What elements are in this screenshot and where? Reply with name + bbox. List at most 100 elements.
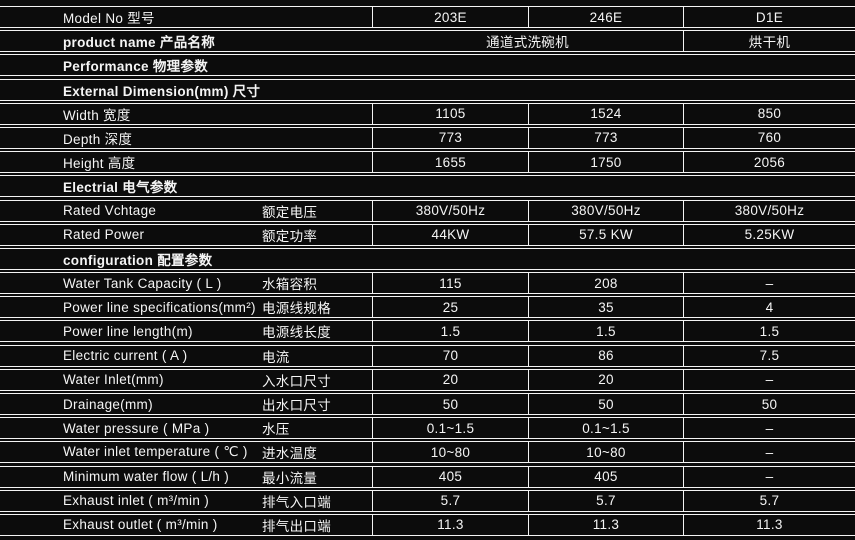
row-label-zh: 最小流量 [262,470,318,486]
spec-value-cell: – [683,273,855,294]
spec-value-cell: 1524 [528,103,683,124]
row-label-zh: 排气入口端 [262,494,331,510]
section-header-electrical: Electrial 电气参数 [0,175,855,198]
table-row-exhaust-inlet: Exhaust inlet ( m³/min ) 排气入口端 5.7 5.7 5… [0,489,855,512]
spec-value-cell: 208 [528,273,683,294]
spec-value-cell: 44KW [372,224,528,245]
table-row-model: Model No 型号 203E 246E D1E [0,6,855,28]
spec-value-cell: 11.3 [683,514,855,535]
row-label-en: Exhaust inlet ( m³/min ) [63,493,209,509]
spec-value-cell: 115 [372,273,528,294]
spec-value-cell: 760 [683,127,855,148]
row-label-group: Exhaust inlet ( m³/min ) 排气入口端 [0,491,372,511]
spec-value-cell: 10~80 [528,442,683,463]
row-label: Width 宽度 [63,107,131,123]
spec-value-cell: 850 [683,103,855,124]
spec-value-cell: 5.7 [683,490,855,511]
product-name-dishwasher: 通道式洗碗机 [486,35,569,51]
spec-value-cell: 5.25KW [683,224,855,245]
row-label-group: Water Tank Capacity ( L ) 水箱容积 [0,273,372,293]
row-label-en: Water Inlet(mm) [63,372,164,388]
model-value-203e: 203E [372,7,528,27]
model-value-d1e: D1E [683,7,855,27]
spec-value-cell: 10~80 [372,442,528,463]
model-value-246e: 246E [528,7,683,27]
row-label-en: Water Tank Capacity ( L ) [63,275,222,291]
spec-value-cell: 11.3 [372,514,528,535]
table-row-drainage: Drainage(mm) 出水口尺寸 50 50 50 [0,393,855,415]
table-row-water-pressure: Water pressure ( MPa ) 水压 0.1~1.5 0.1~1.… [0,417,855,440]
spec-value-cell: 25 [372,297,528,318]
spec-value-cell: 0.1~1.5 [372,418,528,439]
row-label-group: Power line specifications(mm²) 电源线规格 [0,297,372,317]
spec-value-cell: 50 [372,394,528,414]
row-label-en: Rated Power [63,227,145,243]
section-header-label: Performance 物理参数 [63,59,209,75]
spec-value-cell: 405 [372,466,528,487]
row-label-zh: 排气出口端 [262,518,331,534]
row-label-en: Power line length(m) [63,323,193,339]
row-label-zh: 水压 [262,422,290,438]
table-row-product-name: product name 产品名称 通道式洗碗机 烘干机 [0,30,855,53]
row-label-group: Electric current ( A ) 电流 [0,346,372,366]
spec-value-cell: 86 [528,345,683,366]
table-row-width: Width 宽度 1105 1524 850 [0,102,855,125]
spec-value-cell: 4 [683,297,855,318]
spec-value-cell: 50 [528,394,683,414]
spec-value-cell: – [683,369,855,390]
row-label-en: Water pressure ( MPa ) [63,420,210,436]
spec-value-cell: 773 [372,127,528,148]
row-label-en: Minimum water flow ( L/h ) [63,469,230,485]
table-row-exhaust-outlet: Exhaust outlet ( m³/min ) 排气出口端 11.3 11.… [0,513,855,536]
row-label-group: Minimum water flow ( L/h ) 最小流量 [0,467,372,487]
section-header-external-dimension: External Dimension(mm) 尺寸 [0,78,855,101]
table-row-power-line-specifications: Power line specifications(mm²) 电源线规格 25 … [0,296,855,319]
table-row-rated-voltage: Rated Vchtage 额定电压 380V/50Hz 380V/50Hz 3… [0,199,855,222]
spec-value-cell: 1655 [372,152,528,173]
row-label-zh: 水箱容积 [262,277,318,293]
spec-value-cell: 2056 [683,152,855,173]
table-row-power-line-length: Power line length(m) 电源线长度 1.5 1.5 1.5 [0,320,855,343]
spec-value-cell: 1.5 [683,321,855,342]
spec-value-cell: 20 [372,369,528,390]
row-label-zh: 入水口尺寸 [262,373,331,389]
table-row-water-inlet: Water Inlet(mm) 入水口尺寸 20 20 – [0,368,855,391]
row-label-zh: 电源线长度 [262,325,331,341]
table-row-rated-power: Rated Power 额定功率 44KW 57.5 KW 5.25KW [0,223,855,246]
table-row-depth: Depth 深度 773 773 760 [0,126,855,149]
row-label-en: Electric current ( A ) [63,348,188,364]
row-label-group: Exhaust outlet ( m³/min ) 排气出口端 [0,515,372,535]
spec-value-cell: 50 [683,394,855,414]
model-no-label: Model No 型号 [63,11,155,26]
spec-value-cell: 773 [528,127,683,148]
row-label-zh: 电流 [262,349,290,365]
spec-value-cell: 405 [528,466,683,487]
row-label: Height 高度 [63,156,136,172]
section-header-label: configuration 配置参数 [63,252,213,268]
spec-value-cell: – [683,442,855,463]
spec-value-cell: 1750 [528,152,683,173]
row-label-zh: 电源线规格 [262,301,331,317]
row-label-en: Rated Vchtage [63,203,157,218]
spec-value-cell: 11.3 [528,514,683,535]
row-label-group: Drainage(mm) 出水口尺寸 [0,394,372,414]
table-row-electric-current: Electric current ( A ) 电流 70 86 7.5 [0,344,855,367]
product-name-dryer: 烘干机 [683,31,855,52]
row-label-zh: 额定功率 [262,228,318,244]
section-header-performance: Performance 物理参数 [0,54,855,77]
row-label-zh: 额定电压 [262,204,318,220]
row-label-group: Water inlet temperature ( ℃ ) 进水温度 [0,442,372,462]
table-row-minimum-water-flow: Minimum water flow ( L/h ) 最小流量 405 405 … [0,465,855,488]
table-row-water-tank-capacity: Water Tank Capacity ( L ) 水箱容积 115 208 – [0,272,855,295]
table-row-water-inlet-temperature: Water inlet temperature ( ℃ ) 进水温度 10~80… [0,441,855,464]
spec-value-cell: 20 [528,369,683,390]
row-label-group: Water pressure ( MPa ) 水压 [0,418,372,438]
spec-value-cell: 5.7 [372,490,528,511]
row-label-zh: 进水温度 [262,446,318,462]
spec-value-cell: – [683,418,855,439]
spec-value-cell: 380V/50Hz [372,200,528,221]
row-label-en: Water inlet temperature ( ℃ ) [63,444,248,460]
spec-value-cell: 5.7 [528,490,683,511]
spec-value-cell: 57.5 KW [528,224,683,245]
